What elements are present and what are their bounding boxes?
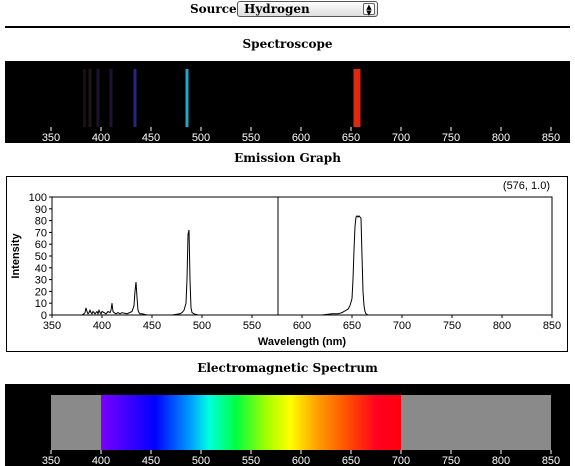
tick-label: 750 xyxy=(442,455,460,466)
y-tick-label: 60 xyxy=(35,239,47,251)
visible-band xyxy=(101,395,401,450)
y-tick-label: 10 xyxy=(35,298,47,310)
x-tick-label: 650 xyxy=(343,320,361,332)
plot-frame xyxy=(51,196,553,316)
tick-label: 700 xyxy=(392,455,410,466)
tick-label: 650 xyxy=(342,455,360,466)
spectroscope-panel: 350 400 450 500 550 600 650 700 750 800 850 xyxy=(5,61,570,143)
x-tick-label: 350 xyxy=(43,320,61,332)
emission-line xyxy=(353,69,361,127)
spectroscope-lines: 350 400 450 500 550 600 650 700 750 800 850 xyxy=(42,69,560,143)
tick-label: 850 xyxy=(542,132,560,143)
tick-label: 650 xyxy=(342,132,360,143)
tick-label: 350 xyxy=(42,455,60,466)
em-spectrum-bar: 350 400 450 500 550 600 650 700 750 800 850 xyxy=(42,395,560,466)
tick-label: 800 xyxy=(492,132,510,143)
emission-line xyxy=(133,69,137,127)
emission-line xyxy=(96,69,100,127)
x-tick-label: 850 xyxy=(543,320,561,332)
source-select-value: Hydrogen xyxy=(244,2,310,16)
spectroscope-title: Spectroscope xyxy=(242,37,333,51)
emission-graph-title: Emission Graph xyxy=(234,151,341,165)
tick-label: 750 xyxy=(442,132,460,143)
y-tick-label: 40 xyxy=(35,263,47,275)
cursor-readout: (576, 1.0) xyxy=(503,180,550,192)
x-axis-label: Wavelength (nm) xyxy=(258,336,347,348)
x-tick-label: 450 xyxy=(143,320,161,332)
y-axis-label: Intensity xyxy=(10,233,22,279)
tick-label: 500 xyxy=(192,455,210,466)
tick-label: 350 xyxy=(42,132,60,143)
y-tick-label: 20 xyxy=(35,286,47,298)
em-spectrum-title: Electromagnetic Spectrum xyxy=(197,361,378,375)
emission-line xyxy=(185,69,189,127)
y-tick-label: 50 xyxy=(35,251,47,263)
emission-line xyxy=(109,69,113,127)
x-tick-label: 550 xyxy=(243,320,261,332)
y-tick-label: 30 xyxy=(35,275,47,287)
emission-line xyxy=(88,69,92,127)
divider xyxy=(5,26,570,28)
tick-label: 550 xyxy=(242,132,260,143)
tick-label: 550 xyxy=(242,455,260,466)
y-tick-label: 100 xyxy=(29,192,47,204)
tick-label: 850 xyxy=(542,455,560,466)
tick-label: 400 xyxy=(92,132,110,143)
tick-label: 600 xyxy=(292,132,310,143)
chevron-updown-icon: ▲ ▼ xyxy=(363,3,375,17)
x-tick-label: 400 xyxy=(93,320,111,332)
x-tick-label: 700 xyxy=(393,320,411,332)
x-tick-label: 750 xyxy=(443,320,461,332)
tick-label: 450 xyxy=(142,132,160,143)
source-select[interactable]: Hydrogen ▲ ▼ xyxy=(237,1,378,17)
y-tick-label: 80 xyxy=(35,216,47,228)
emission-graph-panel[interactable]: 0 10 20 30 40 50 60 70 80 90 100 350 400 450 500 550 600… xyxy=(6,176,568,352)
em-spectrum-panel: 350 400 450 500 550 600 650 700 750 800 850 xyxy=(5,384,570,466)
tick-label: 800 xyxy=(492,455,510,466)
x-tick-label: 600 xyxy=(293,320,311,332)
tick-label: 600 xyxy=(292,455,310,466)
tick-label: 500 xyxy=(192,132,210,143)
x-tick-label: 800 xyxy=(493,320,511,332)
tick-label: 700 xyxy=(392,132,410,143)
source-label: Source: xyxy=(190,2,242,16)
y-tick-label: 70 xyxy=(35,227,47,239)
emission-line xyxy=(83,69,86,127)
emission-series-line xyxy=(81,215,402,316)
y-tick-label: 90 xyxy=(35,204,47,216)
y-tick-label: 0 xyxy=(41,310,47,322)
x-tick-label: 500 xyxy=(193,320,211,332)
tick-label: 450 xyxy=(142,455,160,466)
tick-label: 400 xyxy=(92,455,110,466)
